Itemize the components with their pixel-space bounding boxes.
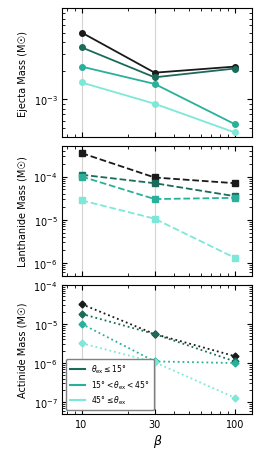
Y-axis label: Lanthanide Mass (M☉): Lanthanide Mass (M☉) (18, 156, 28, 267)
X-axis label: β: β (153, 435, 161, 447)
Legend: $\theta_{\rm ex} \leq 15°$, $15° < \theta_{\rm ex} < 45°$, $45° \leq \theta_{\rm: $\theta_{\rm ex} \leq 15°$, $15° < \thet… (66, 359, 154, 410)
Y-axis label: Actinide Mass (M☉): Actinide Mass (M☉) (18, 302, 28, 397)
Y-axis label: Ejecta Mass (M☉): Ejecta Mass (M☉) (18, 30, 28, 116)
